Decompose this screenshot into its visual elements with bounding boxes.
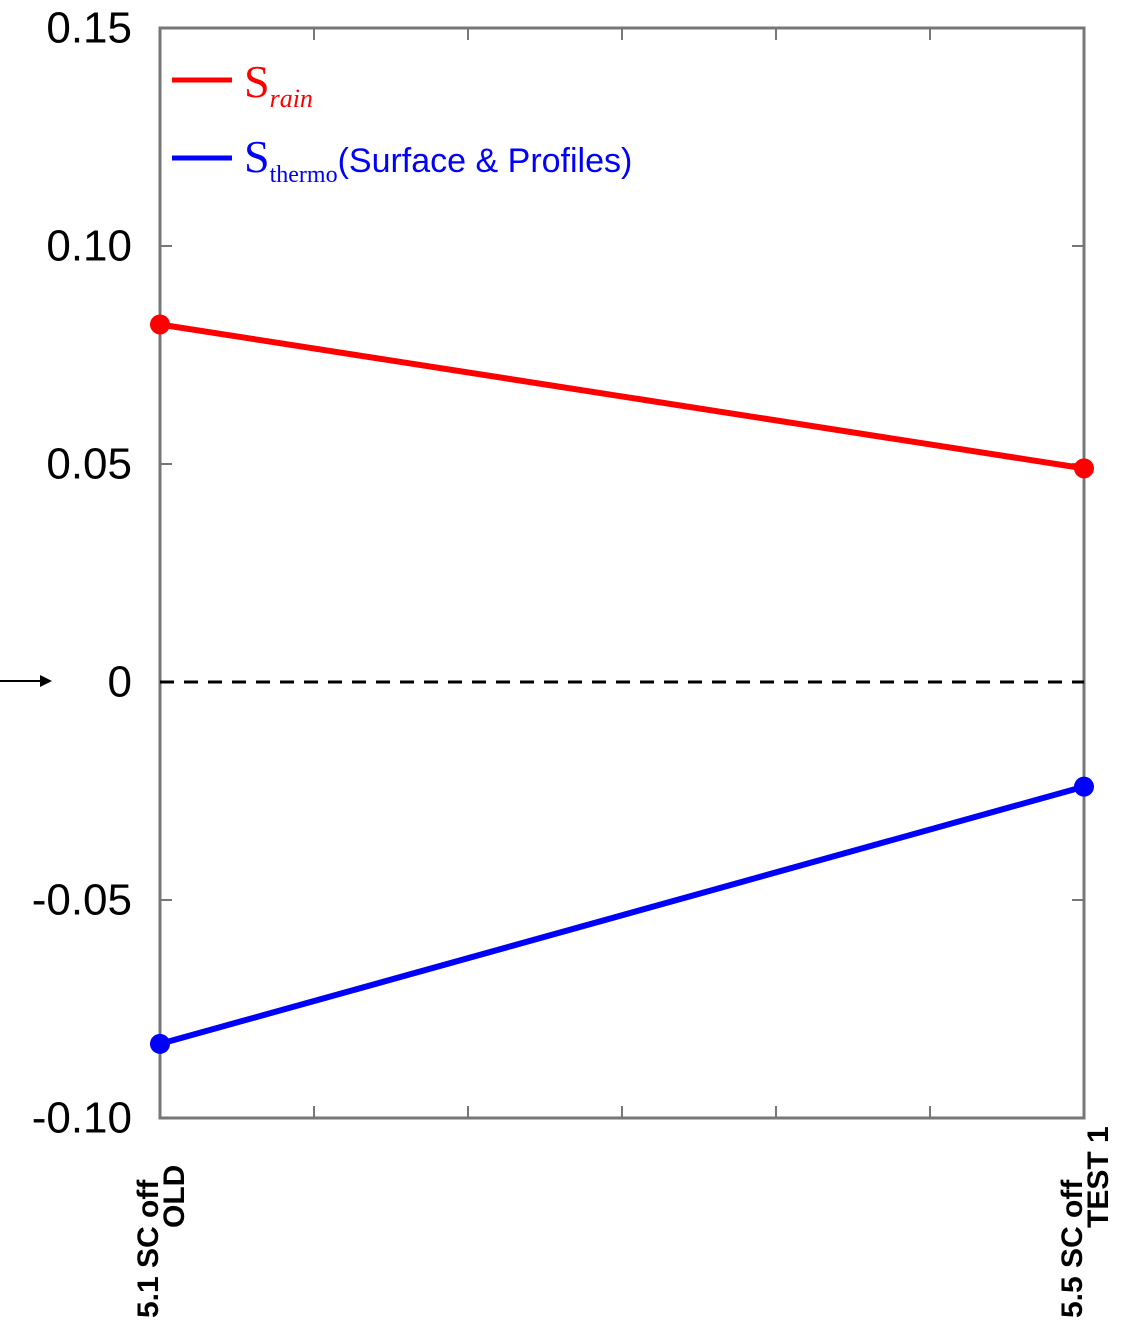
data-point-rain bbox=[1074, 458, 1094, 478]
axis-ticks bbox=[160, 28, 1084, 1118]
y-tick-label: 0.05 bbox=[46, 440, 132, 489]
y-tick-label: 0.15 bbox=[46, 4, 132, 53]
y-tick-label: 0.10 bbox=[46, 222, 132, 271]
x-category-label-line2: OLD bbox=[158, 1165, 191, 1228]
series-line-thermo bbox=[160, 787, 1084, 1044]
y-tick-label: -0.05 bbox=[32, 876, 132, 925]
zero-arrow-icon bbox=[0, 675, 52, 687]
legend: Srain Sthermo(Surface & Profiles) bbox=[172, 56, 632, 188]
x-category-label-line2: TEST 1 bbox=[1082, 1126, 1115, 1228]
y-tick-label: 0 bbox=[108, 658, 132, 707]
legend-label-thermo: Sthermo(Surface & Profiles) bbox=[244, 131, 632, 188]
data-point-thermo bbox=[150, 1034, 170, 1054]
y-axis-tick-labels: 0.15 0.10 0.05 0 -0.05 -0.10 bbox=[32, 4, 132, 1143]
y-tick-label: -0.10 bbox=[32, 1094, 132, 1143]
legend-label-rain: Srain bbox=[244, 56, 313, 113]
series-line-rain bbox=[160, 324, 1084, 468]
data-point-rain bbox=[150, 314, 170, 334]
plot-frame bbox=[160, 28, 1084, 1118]
data-point-thermo bbox=[1074, 777, 1094, 797]
series-layer bbox=[150, 314, 1094, 1053]
